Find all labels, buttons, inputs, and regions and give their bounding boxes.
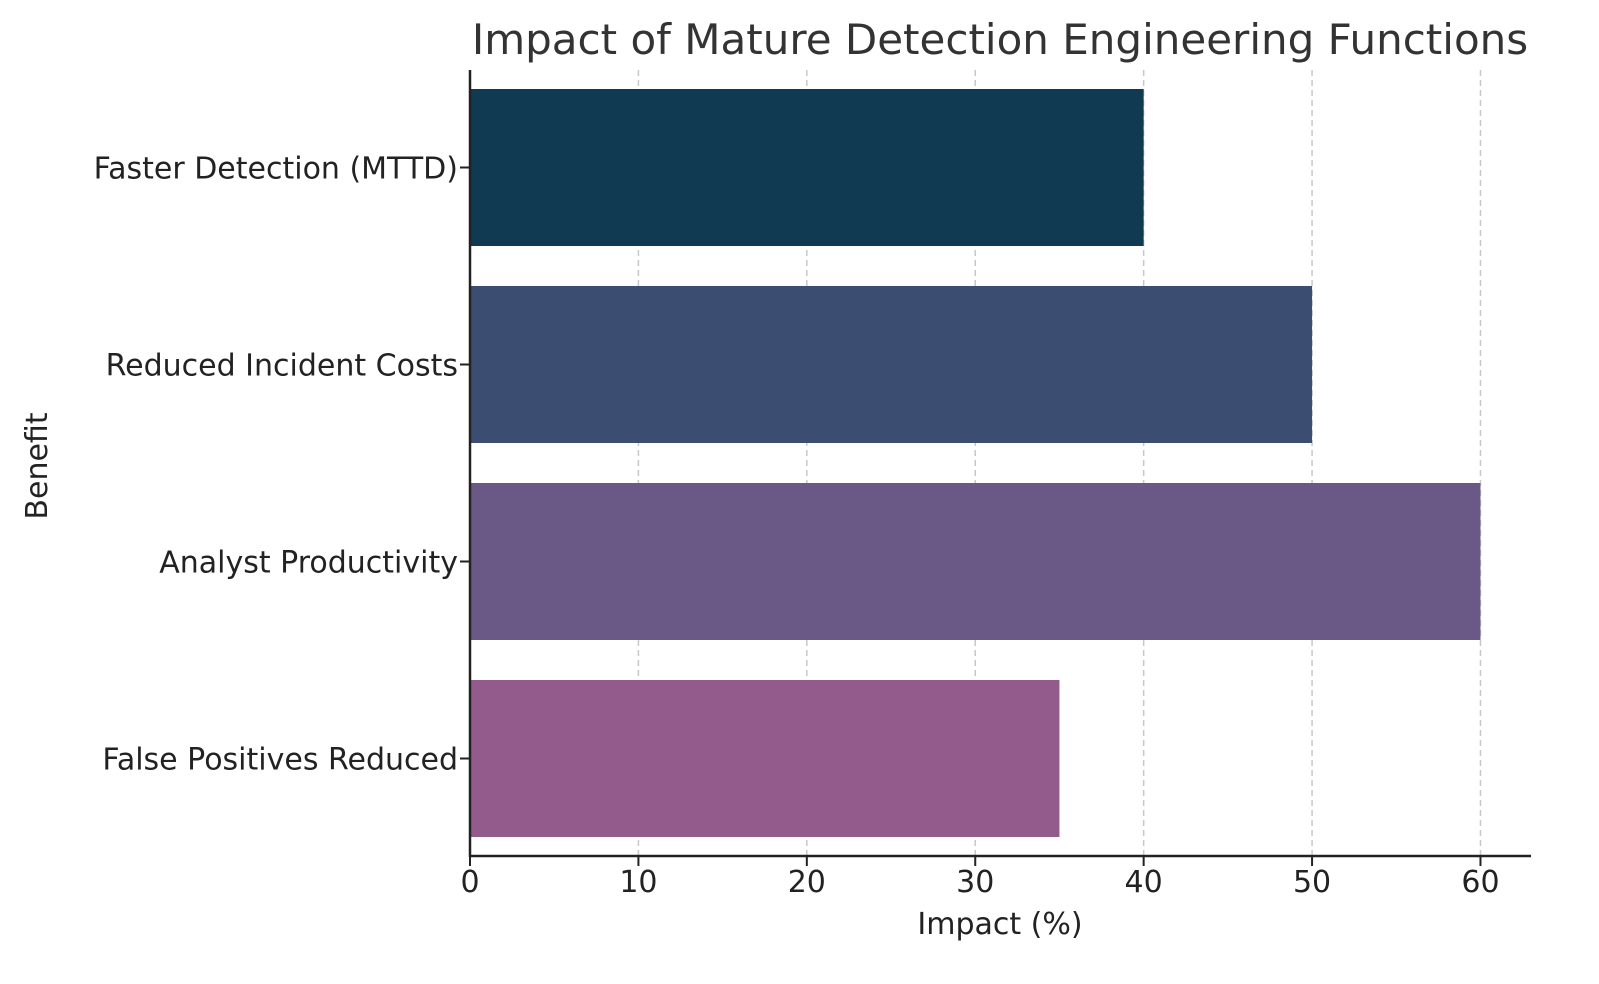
x-tick-label: 0 [460, 865, 479, 900]
x-axis-label: Impact (%) [917, 907, 1082, 942]
x-tick-label: 50 [1293, 865, 1331, 900]
axes [468, 70, 1531, 858]
x-tick-label: 30 [956, 865, 994, 900]
bars [470, 89, 1481, 837]
y-tick-label: Reduced Incident Costs [106, 349, 458, 384]
x-ticks: 0 10 20 30 40 50 60 [460, 856, 1500, 900]
bar-faster-detection-mttd [470, 89, 1144, 246]
y-axis-label: Benefit [20, 412, 55, 519]
bar-analyst-productivity [470, 483, 1481, 640]
y-tick-label: False Positives Reduced [102, 743, 458, 778]
bar-false-positives-reduced [470, 680, 1060, 837]
chart-title: Impact of Mature Detection Engineering F… [472, 15, 1528, 64]
x-tick-label: 20 [788, 865, 826, 900]
y-tick-label: Faster Detection (MTTD) [94, 152, 458, 187]
x-tick-label: 40 [1125, 865, 1163, 900]
bar-reduced-incident-costs [470, 286, 1313, 443]
y-tick-label: Analyst Productivity [159, 546, 458, 581]
y-ticks: Faster Detection (MTTD) Reduced Incident … [94, 152, 470, 778]
x-tick-label: 10 [619, 865, 657, 900]
x-tick-label: 60 [1461, 865, 1499, 900]
